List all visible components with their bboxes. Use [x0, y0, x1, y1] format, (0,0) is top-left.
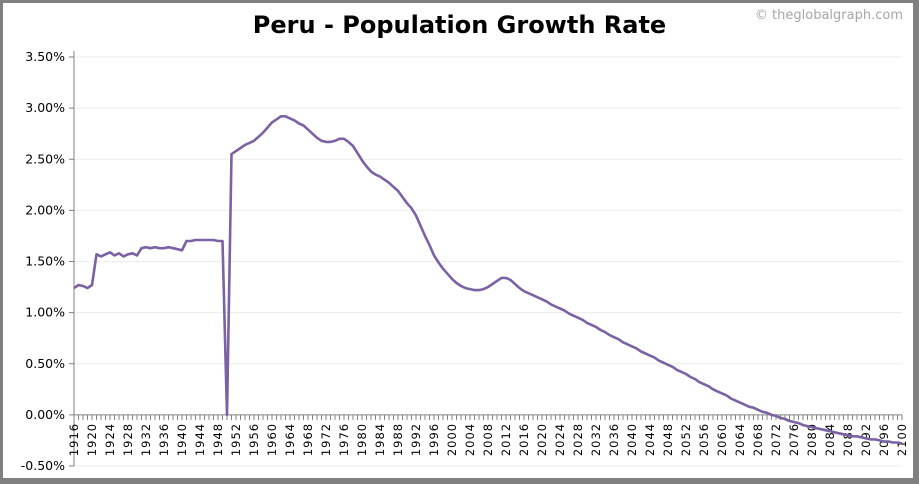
x-tick-label: 2068	[751, 423, 765, 456]
x-tick-label: 1968	[301, 423, 315, 456]
x-tick-label: 1984	[373, 423, 387, 456]
x-tick-label: 2060	[715, 423, 729, 456]
x-tick-label: 1996	[427, 423, 441, 456]
y-tick-label: 0.50%	[25, 356, 65, 371]
x-tick-label: 2024	[553, 423, 567, 456]
y-tick-label: 2.50%	[25, 151, 65, 166]
x-tick-label: 2008	[481, 423, 495, 456]
x-tick-label: 2080	[805, 423, 819, 456]
y-tick-label: 1.50%	[25, 254, 65, 269]
x-tick-label: 1936	[157, 423, 171, 456]
x-tick-label: 1920	[85, 423, 99, 456]
x-tick-label: 2004	[463, 423, 477, 456]
x-tick-label: 1944	[193, 423, 207, 456]
series-line	[73, 115, 903, 445]
x-tick-label: 2072	[769, 423, 783, 456]
x-tick-label: 2100	[895, 423, 909, 456]
x-tick-label: 1964	[283, 423, 297, 456]
x-tick-label: 1948	[211, 423, 225, 456]
x-tick-label: 2096	[877, 423, 891, 456]
x-tick-label: 2032	[589, 423, 603, 456]
x-tick-label: 2016	[517, 423, 531, 456]
x-tick-label: 2064	[733, 423, 747, 456]
x-tick-label: 2000	[445, 423, 459, 456]
x-tick-label: 2028	[571, 423, 585, 456]
x-tick-label: 2048	[661, 423, 675, 456]
x-tick-label: 1980	[355, 423, 369, 456]
x-tick-label: 2020	[535, 423, 549, 456]
credit-watermark: © theglobalgraph.com	[754, 8, 903, 23]
x-tick-label: 1932	[139, 423, 153, 456]
x-tick-label: 2056	[697, 423, 711, 456]
x-tick-label: 2012	[499, 423, 513, 456]
x-tick-label: 1988	[391, 423, 405, 456]
y-tick-label: 3.50%	[25, 49, 65, 64]
x-tick-label: 1940	[175, 423, 189, 456]
chart-title: Peru - Population Growth Rate	[252, 11, 667, 39]
y-tick-label: 2.00%	[25, 202, 65, 217]
x-tick-label: 2040	[625, 423, 639, 456]
x-tick-label: 2036	[607, 423, 621, 456]
x-tick-label: 2076	[787, 423, 801, 456]
x-tick-label: 1960	[265, 423, 279, 456]
x-tick-label: 2088	[841, 423, 855, 456]
x-tick-label: 1992	[409, 423, 423, 456]
y-tick-label: 0.00%	[25, 407, 65, 422]
x-tick-label: 2052	[679, 423, 693, 456]
y-tick-label: 1.00%	[25, 305, 65, 320]
y-tick-label: 3.00%	[25, 100, 65, 115]
x-tick-label: 1956	[247, 423, 261, 456]
x-tick-label: 1952	[229, 423, 243, 456]
y-tick-label: -0.50%	[21, 458, 65, 473]
x-tick-label: 2044	[643, 423, 657, 456]
x-tick-label: 1976	[337, 423, 351, 456]
x-tick-label: 1924	[103, 423, 117, 456]
x-tick-label: 1916	[67, 423, 81, 456]
x-tick-label: 2084	[823, 423, 837, 456]
x-tick-label: 1928	[121, 423, 135, 456]
x-tick-label: 1972	[319, 423, 333, 456]
